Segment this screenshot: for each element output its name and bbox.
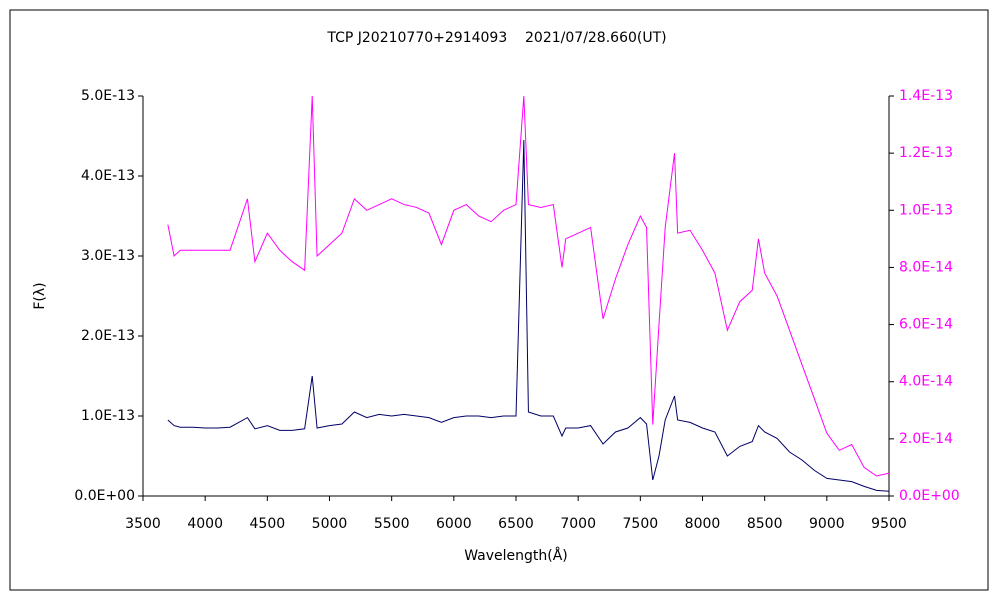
spectrum-line (167, 139, 890, 492)
x-tick-label: 5500 (374, 516, 410, 532)
y2-tick-label: 1.2E-13 (899, 145, 953, 161)
y2-tick-label: 8.0E-14 (899, 259, 953, 275)
y-tick-label: 0.0E+00 (74, 488, 135, 504)
y-tick-label: 2.0E-13 (81, 328, 135, 344)
chart-frame (9, 9, 989, 591)
x-tick-label: 6500 (498, 516, 534, 532)
x-tick-label: 4500 (250, 516, 286, 532)
y2-tick-label: 0.0E+00 (899, 488, 960, 504)
x-tick-label: 8500 (747, 516, 783, 532)
x-tick-label: 8000 (685, 516, 721, 532)
y2-tick-label: 1.0E-13 (899, 202, 953, 218)
y2-tick-label: 1.4E-13 (899, 88, 953, 104)
chart-title: TCP J20210770+2914093 2021/07/28.660(UT) (326, 30, 666, 46)
y-tick-label: 1.0E-13 (81, 408, 135, 424)
spectrum-line (167, 95, 890, 477)
y-tick-label: 4.0E-13 (81, 168, 135, 184)
x-tick-label: 7000 (560, 516, 596, 532)
x-tick-label: 3500 (125, 516, 161, 532)
x-tick-label: 5000 (312, 516, 348, 532)
x-axis-label: Wavelength(Å) (464, 547, 568, 564)
x-tick-label: 6000 (436, 516, 472, 532)
y2-tick-label: 2.0E-14 (899, 431, 953, 447)
x-tick-label: 7500 (623, 516, 659, 532)
x-tick-label: 4000 (187, 516, 223, 532)
y-tick-label: 3.0E-13 (81, 248, 135, 264)
y-tick-label: 5.0E-13 (81, 88, 135, 104)
x-tick-label: 9000 (809, 516, 845, 532)
x-tick-label: 9500 (871, 516, 907, 532)
y2-tick-label: 4.0E-14 (899, 374, 953, 390)
y-axis-label: F(λ) (32, 282, 48, 309)
y2-tick-label: 6.0E-14 (899, 317, 953, 333)
